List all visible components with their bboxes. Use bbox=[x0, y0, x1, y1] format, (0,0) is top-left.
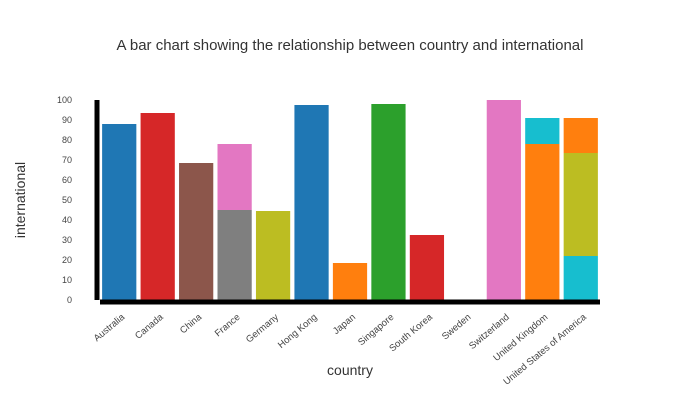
bar-segment[interactable] bbox=[486, 100, 521, 300]
x-tick-label: China bbox=[178, 311, 205, 336]
x-tick-label: Australia bbox=[92, 311, 128, 344]
y-tick-label: 60 bbox=[62, 175, 72, 185]
chart-title: A bar chart showing the relationship bet… bbox=[117, 37, 584, 54]
x-tick-label: Sweden bbox=[440, 312, 473, 343]
y-tick-label: 30 bbox=[62, 235, 72, 245]
bar-segment[interactable] bbox=[217, 210, 252, 300]
bar-segment[interactable] bbox=[563, 118, 598, 153]
y-tick-label: 0 bbox=[67, 295, 72, 305]
x-axis-title: country bbox=[327, 362, 373, 378]
x-tick-label: Canada bbox=[133, 311, 166, 341]
bar-segment[interactable] bbox=[371, 104, 406, 300]
bar-segment[interactable] bbox=[563, 153, 598, 256]
y-axis-title: international bbox=[12, 162, 28, 238]
bar-segment[interactable] bbox=[563, 256, 598, 300]
bar-segment[interactable] bbox=[525, 118, 560, 144]
bar-segment[interactable] bbox=[332, 263, 368, 300]
bar-segment[interactable] bbox=[255, 211, 291, 300]
x-tick-label: France bbox=[213, 312, 243, 339]
x-tick-label: Japan bbox=[331, 312, 358, 337]
y-tick-label: 10 bbox=[62, 275, 72, 285]
x-tick-label: Germany bbox=[244, 312, 281, 346]
bars bbox=[102, 100, 598, 300]
y-tick-label: 50 bbox=[62, 195, 72, 205]
bar-segment[interactable] bbox=[140, 113, 175, 300]
bar-segment[interactable] bbox=[294, 105, 329, 300]
y-tick-label: 80 bbox=[62, 135, 72, 145]
bar-segment[interactable] bbox=[179, 163, 214, 300]
x-tick-label: South Korea bbox=[387, 311, 435, 354]
y-axis-ticks: 0 10 20 30 40 50 60 70 80 90 100 bbox=[57, 95, 72, 305]
y-tick-label: 100 bbox=[57, 95, 72, 105]
x-tick-label: Hong Kong bbox=[276, 312, 319, 351]
y-tick-label: 90 bbox=[62, 115, 72, 125]
bar-segment[interactable] bbox=[525, 144, 560, 300]
bar-segment[interactable] bbox=[409, 235, 445, 300]
bar-segment[interactable] bbox=[217, 144, 252, 210]
bar-segment[interactable] bbox=[102, 124, 137, 300]
y-tick-label: 70 bbox=[62, 155, 72, 165]
y-tick-label: 20 bbox=[62, 255, 72, 265]
y-tick-label: 40 bbox=[62, 215, 72, 225]
